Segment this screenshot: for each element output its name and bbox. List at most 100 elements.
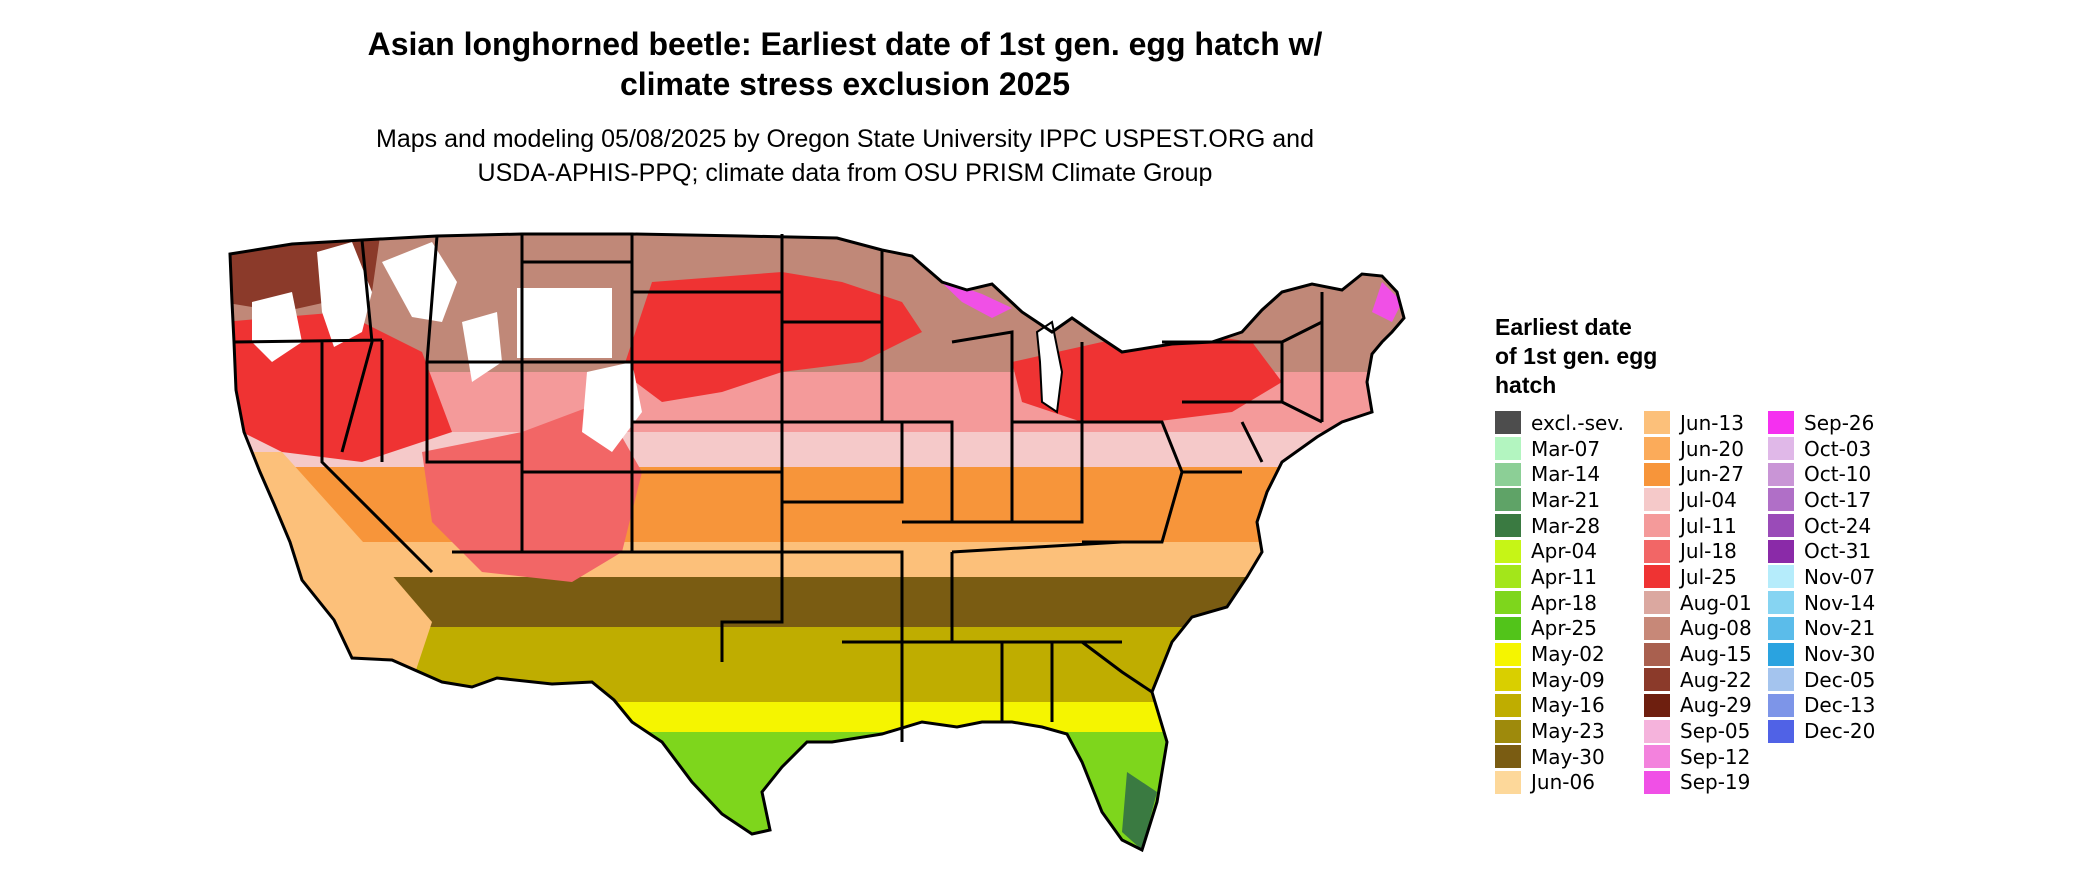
legend-swatch (1768, 539, 1794, 563)
legend-label: Mar-28 (1531, 513, 1601, 538)
legend-swatch (1495, 693, 1521, 717)
legend-label: Oct-31 (1804, 539, 1872, 564)
legend-swatch (1768, 642, 1794, 666)
legend-item: May-16 (1495, 693, 1624, 719)
border-northeast (1162, 292, 1324, 474)
legend-label: Nov-30 (1804, 642, 1876, 667)
map-title-line-2: climate stress exclusion 2025 (619, 66, 1071, 102)
legend-item: Jul-04 (1644, 487, 1752, 513)
legend-label: Jun-06 (1531, 770, 1595, 795)
legend-label: Dec-05 (1804, 667, 1876, 692)
legend-label: May-09 (1531, 667, 1605, 692)
legend-swatch (1644, 488, 1670, 512)
legend-item: Dec-05 (1768, 667, 1875, 693)
zone-green (230, 732, 1404, 850)
legend-item: Mar-14 (1495, 461, 1624, 487)
legend-swatch (1768, 616, 1794, 640)
legend-item: Nov-30 (1768, 641, 1875, 667)
legend-swatch (1495, 488, 1521, 512)
legend-item: Nov-14 (1768, 590, 1875, 616)
border-plains (630, 234, 784, 554)
legend-title-line-3: hatch (1495, 372, 1557, 398)
excluded-area-oregon (252, 292, 302, 362)
legend-item: Sep-05 (1644, 718, 1752, 744)
legend-item: May-30 (1495, 744, 1624, 770)
legend-swatch (1495, 437, 1521, 461)
legend-label: Apr-04 (1531, 539, 1597, 564)
legend-item: Oct-24 (1768, 513, 1875, 539)
legend-label: Jun-20 (1680, 436, 1744, 461)
legend-label: Aug-22 (1680, 667, 1752, 692)
legend-item: Aug-22 (1644, 667, 1752, 693)
legend-item: Jun-13 (1644, 410, 1752, 436)
legend-item: Aug-08 (1644, 616, 1752, 642)
border-south-central (720, 550, 954, 742)
legend-swatch (1644, 411, 1670, 435)
zone-midwest-red (622, 272, 922, 402)
legend-label: May-30 (1531, 744, 1605, 769)
border-southeast (951, 540, 1153, 722)
legend-label: Nov-07 (1804, 564, 1876, 589)
legend-label: Sep-12 (1680, 744, 1751, 769)
legend-item: excl.-sev. (1495, 410, 1624, 436)
legend-item: Sep-19 (1644, 770, 1752, 796)
lake-michigan (1035, 320, 1064, 414)
legend-label: May-02 (1531, 642, 1605, 667)
legend-swatch (1495, 462, 1521, 486)
legend-title-line-1: Earliest date (1495, 314, 1632, 340)
legend-item: Oct-17 (1768, 487, 1875, 513)
excluded-area-montana (382, 242, 457, 322)
legend-swatch (1768, 488, 1794, 512)
legend-item: Jul-11 (1644, 513, 1752, 539)
legend-label: Aug-08 (1680, 616, 1752, 641)
legend-column: excl.-sev. Mar-07 Mar-14 Mar-21 Mar-28 Apr-04… (1495, 410, 1624, 795)
legend-item: Jun-27 (1644, 461, 1752, 487)
legend-label: Oct-03 (1804, 436, 1872, 461)
excluded-area-wyoming (517, 288, 612, 358)
legend-swatch (1644, 462, 1670, 486)
legend-swatch (1644, 591, 1670, 615)
legend-item: Apr-04 (1495, 538, 1624, 564)
us-egg-hatch-map (228, 232, 1406, 852)
map-title-line-1: Asian longhorned beetle: Earliest date o… (367, 26, 1323, 62)
legend-item: May-23 (1495, 718, 1624, 744)
legend-title-line-2: of 1st gen. egg (1495, 343, 1658, 369)
legend-item: Mar-21 (1495, 487, 1624, 513)
legend-swatch (1644, 642, 1670, 666)
legend-label: Nov-21 (1804, 616, 1876, 641)
legend-label: Oct-17 (1804, 487, 1872, 512)
legend-label: Mar-21 (1531, 487, 1601, 512)
legend-item: Jul-25 (1644, 564, 1752, 590)
legend-label: Sep-26 (1804, 410, 1875, 435)
legend-title: Earliest date of 1st gen. egg hatch (1495, 313, 1657, 400)
legend-item: Mar-07 (1495, 436, 1624, 462)
legend-label: Oct-24 (1804, 513, 1872, 538)
legend-item: Apr-18 (1495, 590, 1624, 616)
legend-item: May-09 (1495, 667, 1624, 693)
legend-label: excl.-sev. (1531, 410, 1624, 435)
legend-swatch (1495, 591, 1521, 615)
legend-item: Jun-06 (1495, 770, 1624, 796)
border-central (782, 250, 954, 524)
legend-swatch (1495, 745, 1521, 769)
great-lakes-magenta (937, 278, 1012, 318)
legend-item: Aug-29 (1644, 693, 1752, 719)
legend-swatch (1495, 616, 1521, 640)
map-subtitle-line-2: USDA-APHIS-PPQ; climate data from OSU PR… (477, 159, 1213, 187)
legend-item: Aug-15 (1644, 641, 1752, 667)
legend-column: Sep-26 Oct-03 Oct-10 Oct-17 Oct-24 Oct-31 Nov-… (1768, 410, 1875, 744)
excluded-area-colorado (582, 362, 642, 452)
legend-label: Mar-07 (1531, 436, 1601, 461)
legend-item: Mar-28 (1495, 513, 1624, 539)
legend-swatch (1768, 591, 1794, 615)
legend-item: Jul-18 (1644, 538, 1752, 564)
legend-swatch (1495, 719, 1521, 743)
legend-swatch (1495, 411, 1521, 435)
legend-item: Sep-12 (1644, 744, 1752, 770)
legend-label: May-23 (1531, 719, 1605, 744)
legend-item: Aug-01 (1644, 590, 1752, 616)
legend-label: Jul-04 (1680, 487, 1737, 512)
legend-item: Jun-20 (1644, 436, 1752, 462)
legend-label: Apr-18 (1531, 590, 1597, 615)
legend-swatch (1768, 719, 1794, 743)
